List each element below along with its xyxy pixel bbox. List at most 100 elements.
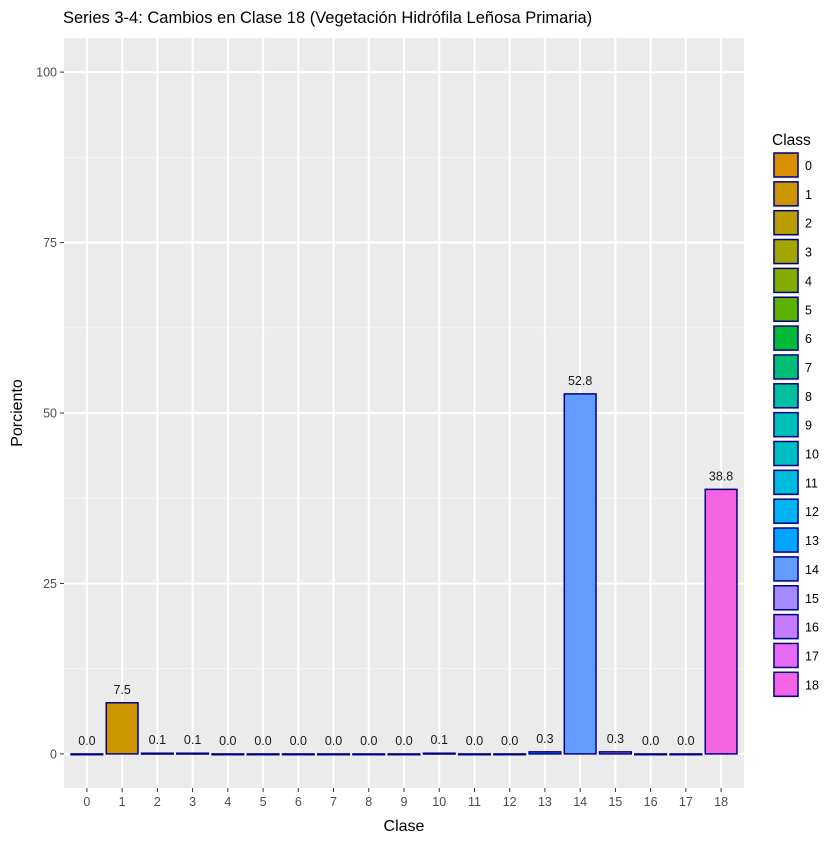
legend-title: Class — [772, 132, 811, 149]
bar-value-label: 0.0 — [254, 734, 271, 748]
chart-title: Series 3-4: Cambios en Clase 18 (Vegetac… — [63, 9, 592, 27]
bar-class-16 — [634, 753, 668, 756]
bar-value-label: 0.3 — [607, 732, 624, 746]
bar-value-label: 0.1 — [184, 733, 201, 747]
legend-label: 5 — [805, 303, 812, 317]
bar-value-label: 0.0 — [466, 734, 483, 748]
bar-class-12 — [493, 753, 527, 756]
bar-class-3 — [175, 752, 210, 755]
bar-class-5 — [246, 753, 280, 756]
legend-swatch-5 — [773, 296, 799, 322]
bar-class-4 — [211, 753, 245, 756]
legend-label: 4 — [805, 274, 812, 288]
x-tick-label: 6 — [295, 795, 302, 809]
x-tick-label: 18 — [714, 795, 728, 809]
bar-class-0 — [70, 753, 104, 756]
bar-value-label: 0.1 — [149, 733, 166, 747]
legend-swatch-12 — [773, 498, 799, 524]
bar-value-label: 0.0 — [395, 734, 412, 748]
bar-value-label: 0.0 — [290, 734, 307, 748]
legend-label: 13 — [805, 534, 819, 548]
legend-swatch-17 — [773, 642, 799, 669]
x-tick-label: 10 — [432, 795, 446, 809]
y-axis-label: Porciento — [9, 379, 26, 447]
y-axis-ticks: 0 25 50 75 100 — [36, 66, 64, 761]
x-tick-label: 7 — [330, 795, 337, 809]
legend-swatch-2 — [773, 209, 799, 236]
legend-swatch-4 — [773, 267, 799, 294]
legend-label: 14 — [805, 563, 819, 577]
bar-value-label: 0.0 — [78, 734, 95, 748]
bar-value-label: 0.0 — [677, 734, 694, 748]
legend-label: 9 — [805, 419, 812, 433]
legend-swatch-0 — [773, 152, 799, 178]
x-tick-label: 1 — [119, 795, 126, 809]
legend-label: 18 — [805, 678, 819, 692]
bar-class-1 — [105, 702, 139, 755]
x-tick-label: 9 — [401, 795, 408, 809]
bar-class-7 — [316, 753, 351, 756]
x-axis-ticks: 0 1 2 3 4 5 6 7 8 9 10 11 12 13 14 15 16 17 18 — [83, 788, 728, 809]
legend-swatch-18 — [773, 671, 799, 698]
x-tick-label: 12 — [503, 795, 517, 809]
legend-label: 12 — [805, 505, 819, 519]
x-tick-label: 2 — [154, 795, 161, 809]
legend-label: 10 — [805, 448, 819, 462]
x-tick-label: 3 — [189, 795, 196, 809]
x-tick-label: 14 — [573, 795, 587, 809]
x-tick-label: 11 — [468, 795, 481, 809]
bar-class-9 — [387, 753, 421, 756]
legend-swatch-6 — [773, 325, 799, 351]
legend-label: 2 — [805, 217, 812, 231]
legend-label: 17 — [805, 649, 819, 663]
y-tick-label: 100 — [36, 66, 57, 80]
bar-class-2 — [140, 752, 174, 755]
bar-value-label: 7.5 — [113, 683, 130, 697]
y-tick-label: 50 — [43, 407, 57, 421]
x-tick-label: 17 — [679, 795, 693, 809]
bar-class-14 — [563, 393, 597, 755]
y-tick-label: 0 — [50, 747, 57, 761]
legend-swatch-7 — [773, 354, 799, 380]
y-tick-label: 25 — [43, 577, 57, 591]
x-tick-label: 5 — [260, 795, 267, 809]
bar-class-15 — [598, 751, 633, 755]
legend-swatch-10 — [773, 440, 799, 467]
bar-value-label: 0.0 — [325, 734, 342, 748]
bar-value-label: 0.0 — [642, 734, 659, 748]
legend-label: 11 — [805, 476, 818, 490]
x-tick-label: 8 — [365, 795, 372, 809]
legend-swatch-11 — [773, 469, 799, 496]
legend-label: 6 — [805, 332, 812, 346]
bars — [70, 393, 738, 756]
bar-value-label: 0.0 — [219, 734, 236, 748]
bar-class-13 — [528, 751, 562, 755]
grid-lines — [64, 38, 744, 788]
bar-value-label: 0.3 — [536, 732, 553, 746]
bar-value-label: 0.0 — [501, 734, 518, 748]
legend-swatch-1 — [773, 181, 799, 207]
bar-class-17 — [669, 753, 703, 756]
bar-value-label: 0.1 — [431, 733, 448, 747]
bar-value-label: 52.8 — [568, 374, 592, 388]
legend-label: 0 — [805, 159, 812, 173]
legend-label: 16 — [805, 621, 819, 635]
x-tick-label: 16 — [644, 795, 658, 809]
legend-label: 7 — [805, 361, 812, 375]
y-tick-label: 75 — [43, 236, 57, 250]
bar-class-11 — [457, 753, 492, 756]
legend-label: 15 — [805, 592, 819, 606]
x-tick-label: 13 — [538, 795, 552, 809]
x-tick-label: 4 — [224, 795, 231, 809]
x-axis-label: Clase — [384, 818, 425, 835]
legend-label: 8 — [805, 390, 812, 404]
legend-swatch-8 — [773, 383, 799, 409]
bar-value-label: 38.8 — [709, 469, 733, 483]
legend-swatch-3 — [773, 238, 799, 265]
x-tick-label: 15 — [608, 795, 622, 809]
x-tick-label: 0 — [83, 795, 90, 809]
value-labels: 0.0 7.5 0.1 0.1 0.0 0.0 0.0 0.0 0.0 0.0 0.1 0.0 0.0 0… — [78, 374, 733, 748]
bar-class-8 — [352, 753, 386, 756]
